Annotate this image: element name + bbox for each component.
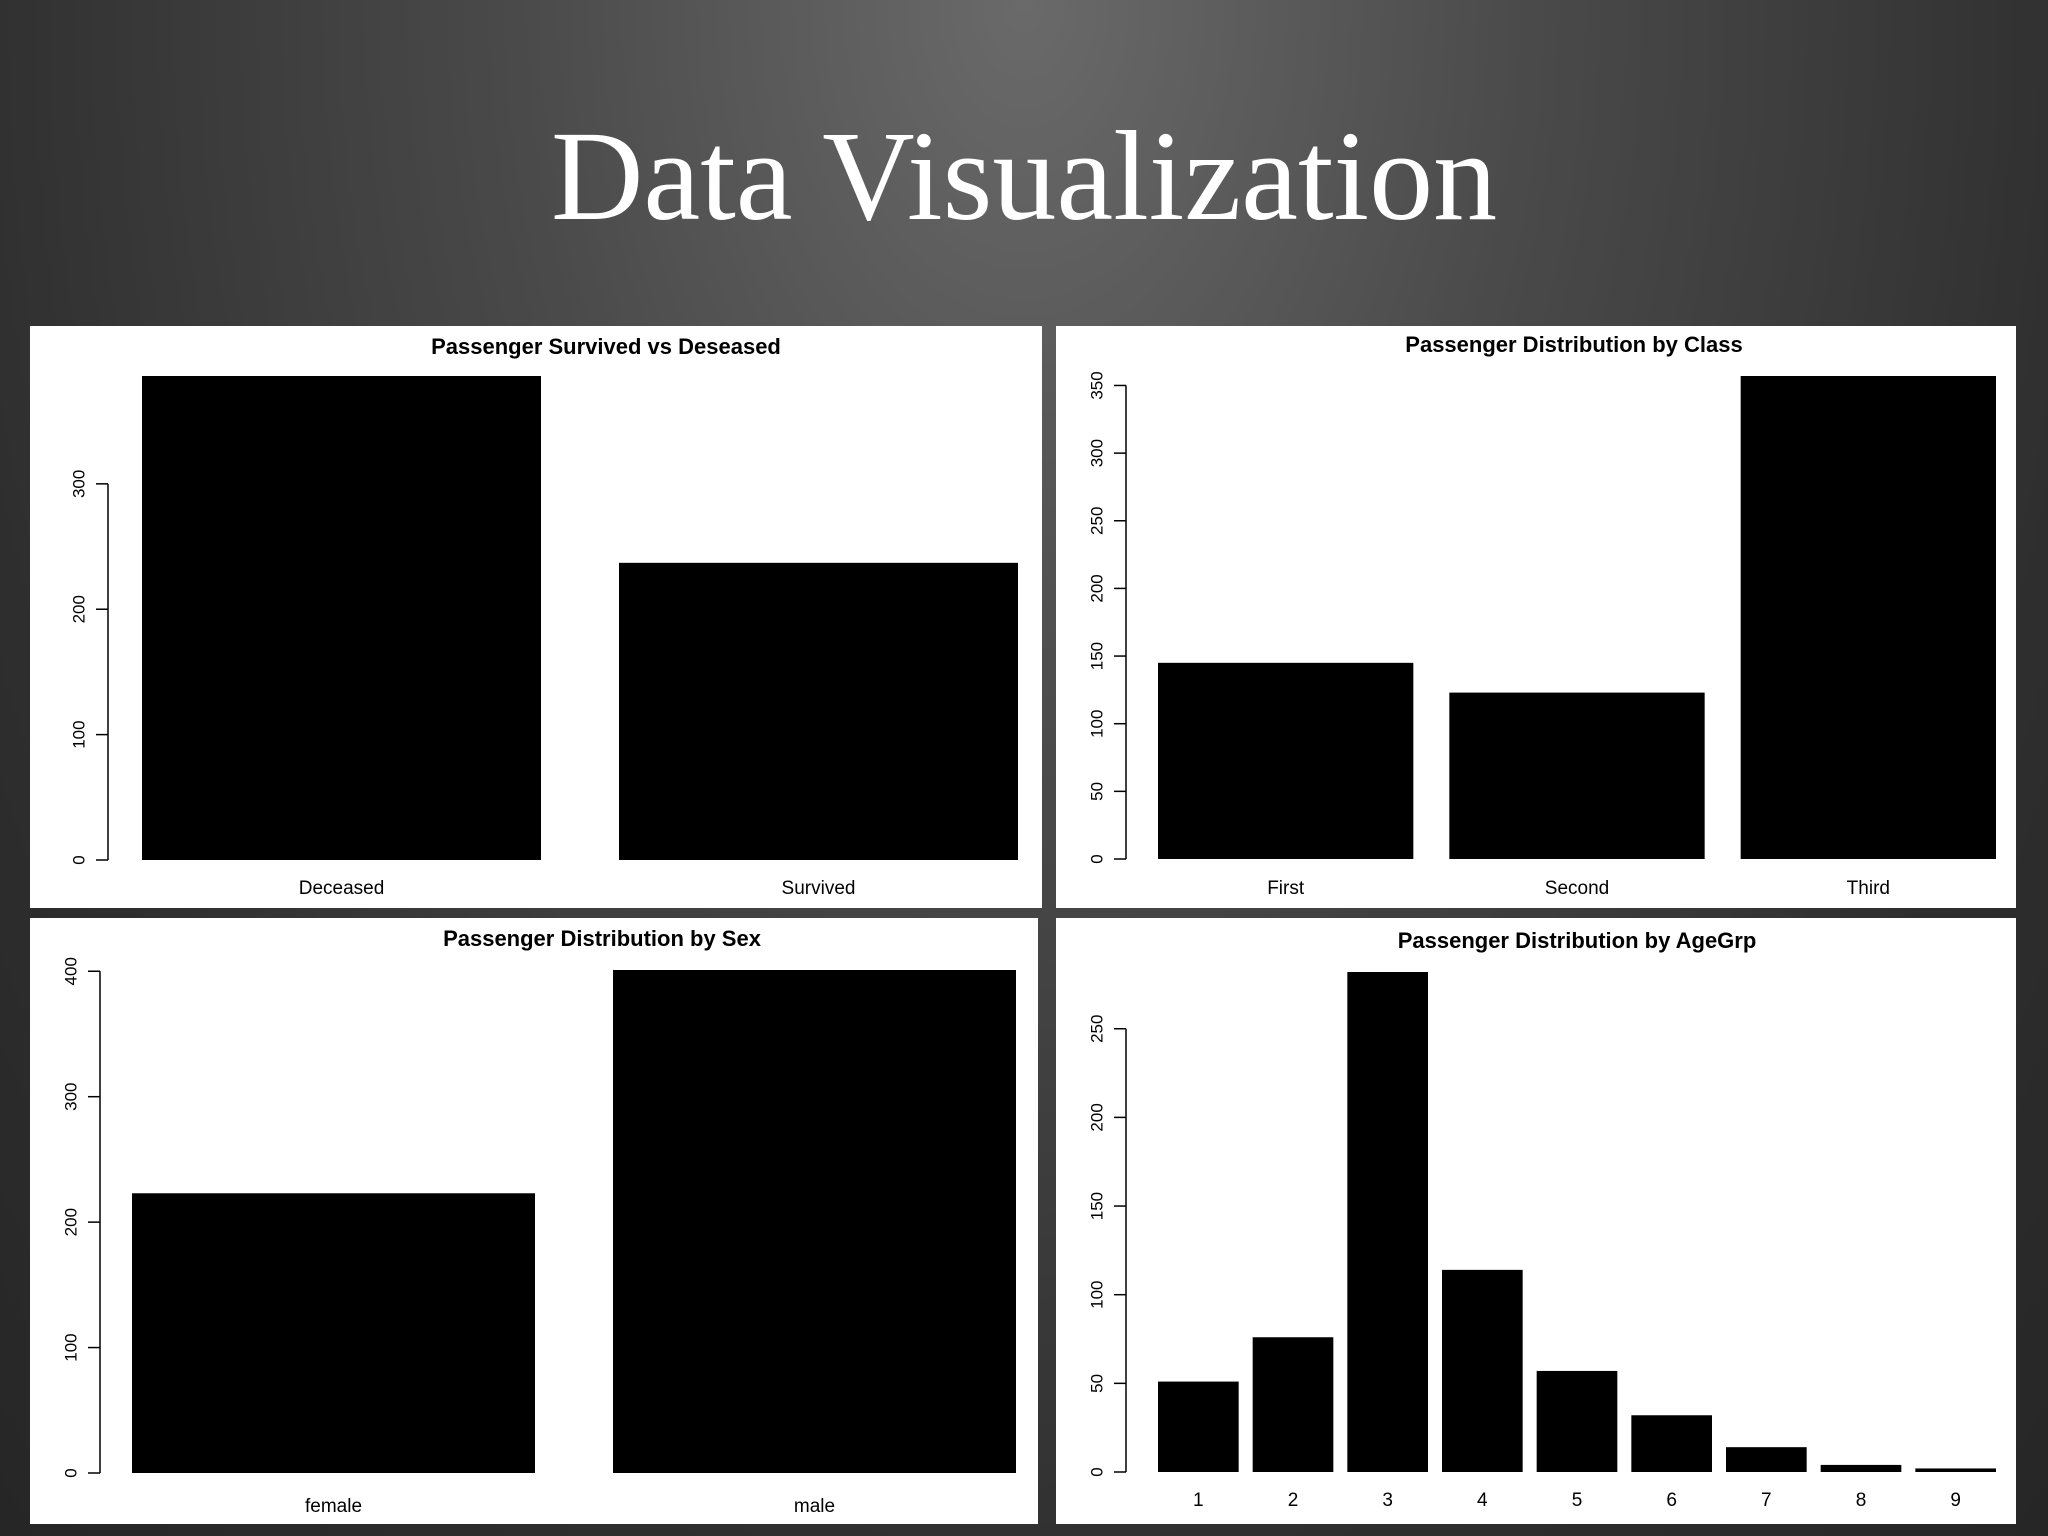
bar-agegrp-5: [1536, 1370, 1618, 1472]
x-label-survival-Deceased: Deceased: [299, 878, 385, 899]
chart-panel-agegrp: Passenger Distribution by AgeGrp 0 50 100 15…: [1056, 918, 2016, 1524]
x-label-agegrp-7: 7: [1761, 1490, 1772, 1511]
y-tick-label-sex: 300: [61, 1083, 80, 1111]
y-tick-label-agegrp: 0: [1087, 1467, 1106, 1476]
bar-agegrp-6: [1631, 1415, 1712, 1472]
bar-class-Second: [1449, 692, 1705, 859]
x-label-agegrp-3: 3: [1382, 1490, 1393, 1511]
bar-class-First: [1158, 662, 1414, 859]
x-label-agegrp-8: 8: [1856, 1490, 1867, 1511]
bar-sex-female: [132, 1193, 535, 1473]
bar-agegrp-4: [1442, 1269, 1523, 1472]
class-chart: Passenger Distribution by Class 0 50 100 150…: [1087, 332, 1996, 899]
bar-survival-Deceased: [142, 376, 541, 860]
chart-title-survival: Passenger Survived vs Deseased: [431, 334, 781, 359]
y-tick-label-class: 250: [1087, 507, 1106, 535]
bar-agegrp-9: [1915, 1468, 1996, 1472]
bar-agegrp-3: [1347, 972, 1428, 1472]
bar-survival-Survived: [619, 562, 1018, 860]
x-label-class-Third: Third: [1847, 878, 1890, 899]
y-tick-label-agegrp: 250: [1087, 1015, 1106, 1043]
x-label-survival-Survived: Survived: [782, 878, 856, 899]
x-label-agegrp-9: 9: [1950, 1490, 1961, 1511]
chart-title-agegrp: Passenger Distribution by AgeGrp: [1398, 928, 1757, 953]
chart-panel-sex: Passenger Distribution by Sex 0 100 200 300 4…: [30, 918, 1038, 1524]
y-tick-label-agegrp: 150: [1087, 1192, 1106, 1220]
y-tick-label-class: 300: [1087, 439, 1106, 467]
y-tick-label-class: 150: [1087, 642, 1106, 670]
x-label-agegrp-4: 4: [1477, 1490, 1488, 1511]
y-tick-label-survival: 0: [69, 855, 88, 864]
y-tick-label-class: 50: [1087, 782, 1106, 801]
bar-agegrp-2: [1252, 1337, 1334, 1472]
x-label-sex-male: male: [794, 1496, 835, 1517]
x-label-agegrp-5: 5: [1572, 1490, 1583, 1511]
x-label-agegrp-1: 1: [1193, 1490, 1204, 1511]
survival-chart: Passenger Survived vs Deseased 0 100 200 300…: [69, 334, 1018, 899]
x-label-sex-female: female: [305, 1496, 362, 1517]
y-tick-label-agegrp: 50: [1087, 1374, 1106, 1393]
y-tick-label-survival: 200: [69, 595, 88, 623]
chart-title-class: Passenger Distribution by Class: [1405, 332, 1742, 357]
x-label-agegrp-2: 2: [1288, 1490, 1299, 1511]
chart-panel-class: Passenger Distribution by Class 0 50 100 150…: [1056, 326, 2016, 908]
agegrp-chart: Passenger Distribution by AgeGrp05010015…: [1087, 928, 1996, 1511]
bar-class-Third: [1740, 376, 1996, 859]
bar-agegrp-7: [1726, 1447, 1807, 1472]
bar-agegrp-1: [1158, 1381, 1239, 1472]
y-tick-label-class: 200: [1087, 574, 1106, 602]
chart-panel-survival: Passenger Survived vs Deseased 0 100 200 300…: [30, 326, 1042, 908]
sex-chart: Passenger Distribution by Sex 0 100 200 300 4…: [61, 926, 1016, 1517]
y-tick-label-sex: 400: [61, 957, 80, 985]
y-tick-label-sex: 0: [61, 1468, 80, 1477]
x-label-class-Second: Second: [1545, 878, 1609, 899]
y-tick-label-sex: 100: [61, 1333, 80, 1361]
y-tick-label-agegrp: 100: [1087, 1281, 1106, 1309]
y-tick-label-class: 350: [1087, 371, 1106, 399]
y-tick-label-class: 100: [1087, 710, 1106, 738]
bar-agegrp-8: [1820, 1464, 1902, 1472]
y-tick-label-survival: 100: [69, 720, 88, 748]
y-tick-label-class: 0: [1087, 854, 1106, 863]
y-tick-label-sex: 200: [61, 1208, 80, 1236]
chart-title-sex: Passenger Distribution by Sex: [443, 926, 762, 951]
x-label-agegrp-6: 6: [1666, 1490, 1677, 1511]
y-tick-label-survival: 300: [69, 470, 88, 498]
bar-sex-male: [613, 970, 1016, 1473]
y-tick-label-agegrp: 200: [1087, 1103, 1106, 1131]
x-label-class-First: First: [1267, 878, 1305, 899]
slide-title: Data Visualization: [550, 105, 1498, 247]
